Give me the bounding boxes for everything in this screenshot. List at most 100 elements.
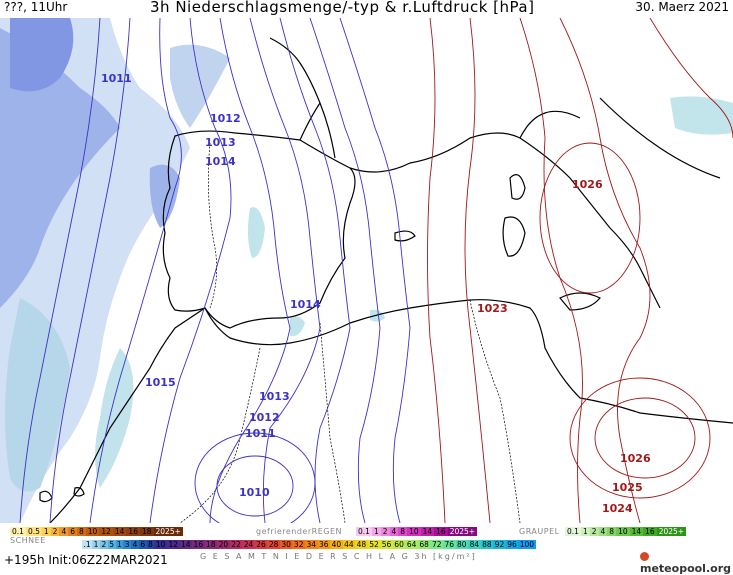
total-precip-value: 5 [108,540,116,549]
isobar-label-1014-south: 1014 [290,298,321,311]
total-precip-value: 1 [92,540,100,549]
freezing-rain-label: gefrierenderREGEN [256,527,342,536]
header: ???, 11Uhr 3h Niederschlagsmenge/-typ & … [0,0,733,18]
header-date: 30. Maerz 2021 [635,0,729,14]
isobar-label-1013-north: 1013 [205,136,236,149]
snow-value: 6 [68,527,77,536]
total-precip-value: 1 [116,540,124,549]
total-precip-value: 72 [430,540,443,549]
total-precip-value: 48 [355,540,368,549]
total-precip-value: 36 [318,540,331,549]
graupel-legend: 0.1 1 2 4 8 10 14 16 2025+ [565,527,686,536]
total-precip-value: 64 [405,540,418,549]
total-precip-value: 14 [180,540,193,549]
logo[interactable]: meteopool.org [640,549,733,575]
isobar-label-1014-north: 1014 [205,155,236,168]
total-precip-value: 4 [131,540,139,549]
total-precip-value: 30 [280,540,293,549]
total-precip-value: 80 [456,540,469,549]
total-precip-value: 40 [330,540,343,549]
total-precip-value: 22 [230,540,243,549]
pressure-precip-map: 1011 1012 1013 1014 1014 1015 1013 1012 … [0,18,733,523]
snow-value: 14 [113,527,127,536]
freezing-rain-value: 14 [421,527,435,536]
freezing-rain-value: 10 [407,527,421,536]
total-precip-value: 92 [493,540,506,549]
snow-label: SCHNEE [10,536,46,545]
total-precip-value: 76 [443,540,456,549]
total-precip-value: 20 [217,540,230,549]
isobar-label-1026-south: 1026 [620,452,651,465]
graupel-value: 1 [581,527,590,536]
isobar-label-1013-south: 1013 [259,390,290,403]
total-precip-value: 84 [468,540,481,549]
snow-value: 16 [126,527,140,536]
graupel-label: GRAUPEL [519,527,560,536]
snow-value: 0.1 [10,527,26,536]
snow-value: 4 [59,527,68,536]
total-precip-value: 28 [267,540,280,549]
isobar-label-1012-north: 1012 [210,112,241,125]
legend-footer: 0.1 0.5 1 2 4 6 8 10 12 14 16 18 2025+ S… [0,523,733,566]
graupel-value: 0.1 [565,527,581,536]
isobar-label-1011-north: 1011 [101,72,132,85]
total-precip-value: 24 [242,540,255,549]
total-precip-value: 68 [418,540,431,549]
total-precip-value: 16 [192,540,205,549]
isobar-label-1024: 1024 [602,502,633,515]
map-title: 3h Niederschlagsmenge/-typ & r.Luftdruck… [150,0,534,16]
total-precip-value: 96 [506,540,519,549]
snow-value: 8 [77,527,86,536]
isobar-label-1012-south: 1012 [249,411,280,424]
total-precip-value: 32 [292,540,305,549]
total-precip-value: 12 [167,540,180,549]
total-precip-value: 88 [481,540,494,549]
isobar-label-1010: 1010 [239,486,270,499]
freezing-rain-value: 16 [434,527,448,536]
run-info: +195h Init:06Z22MAR2021 [4,553,168,567]
snow-value: 18 [140,527,154,536]
total-precip-value: 8 [147,540,155,549]
snow-value: 12 [99,527,113,536]
freezing-rain-value: 2025+ [448,527,477,536]
total-precip-value: 3 [123,540,131,549]
freezing-rain-legend: 0.1 1 2 4 8 10 14 16 2025+ [356,527,477,536]
graupel-value: 8 [607,527,616,536]
snow-value: 10 [86,527,100,536]
graupel-value: 14 [630,527,644,536]
header-time: ???, 11Uhr [4,0,67,14]
total-precip-label: G E S A M T N I E D E R S C H L A G 3h [… [200,552,477,561]
snow-value: 0.5 [26,527,42,536]
snow-value: 2025+ [154,527,183,536]
total-precip-value: 44 [343,540,356,549]
logo-icon [640,552,649,561]
graupel-value: 16 [643,527,657,536]
total-precip-value: 60 [393,540,406,549]
freezing-rain-value: 0.1 [356,527,372,536]
total-precip-value: 34 [305,540,318,549]
snow-value: 1 [42,527,51,536]
snow-value: 2 [51,527,60,536]
freezing-rain-value: 4 [390,527,399,536]
graupel-value: 10 [616,527,630,536]
total-precip-value: .1 [82,540,92,549]
isobar-label-1025: 1025 [612,481,643,494]
freezing-rain-value: 1 [372,527,381,536]
total-precip-value: 52 [368,540,381,549]
freezing-rain-value: 8 [398,527,407,536]
isobar-label-1011-south: 1011 [245,427,276,440]
total-precip-value: 2 [100,540,108,549]
total-precip-value: 56 [380,540,393,549]
total-precip-value: 6 [139,540,147,549]
graupel-value: 2 [590,527,599,536]
total-precip-value: 100 [518,540,535,549]
total-precip-value: 10 [154,540,167,549]
graupel-value: 4 [599,527,608,536]
total-precip-value: 18 [205,540,218,549]
isobar-label-1026-north: 1026 [572,178,603,191]
freezing-rain-value: 2 [381,527,390,536]
isobar-label-1015: 1015 [145,376,176,389]
graupel-value: 2025+ [657,527,686,536]
total-precip-value: 26 [255,540,268,549]
